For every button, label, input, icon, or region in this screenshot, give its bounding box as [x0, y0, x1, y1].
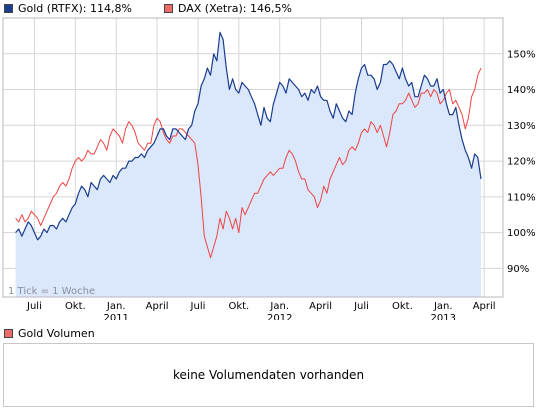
y-tick-label: 150%: [507, 49, 536, 60]
legend-item-dax[interactable]: DAX (Xetra): 146,5%: [160, 2, 292, 15]
legend-item-gold[interactable]: Gold (RTFX): 114,8%: [0, 2, 132, 15]
x-tick-label: Juli: [353, 301, 369, 312]
year-labels: 2011 2012 2013: [103, 313, 455, 320]
legend: Gold (RTFX): 114,8% DAX (Xetra): 146,5%: [0, 0, 320, 16]
tick-note: 1 Tick = 1 Woche: [8, 286, 95, 297]
x-tick-label: Jan.: [106, 301, 126, 312]
x-tick-label: Jan.: [433, 301, 453, 312]
volume-panel: keine Volumendaten vorhanden: [3, 343, 534, 407]
series-lines: [15, 31, 482, 259]
y-axis-ticks: 90% 100% 110% 120% 130% 140% 150%: [507, 49, 536, 275]
gold-area: [15, 32, 481, 298]
x-tick-label: Juli: [190, 301, 206, 312]
main-chart: 90% 100% 110% 120% 130% 140% 150% Juli Okt. Jan.…: [2, 17, 536, 320]
y-tick-label: 130%: [507, 121, 536, 132]
dax-legend-label: DAX (Xetra): 146,5%: [177, 1, 292, 15]
year-label: 2013: [431, 313, 456, 320]
y-tick-label: 90%: [507, 264, 529, 275]
gold-legend-label: Gold (RTFX): 114,8%: [18, 1, 132, 15]
volume-swatch: [4, 328, 13, 338]
x-tick-label: Okt.: [65, 301, 86, 312]
volume-message: keine Volumendaten vorhanden: [172, 368, 365, 382]
y-tick-label: 100%: [507, 228, 536, 239]
x-tick-label: April: [473, 301, 496, 312]
x-tick-label: Jan.: [269, 301, 289, 312]
y-tick-label: 110%: [507, 192, 536, 203]
gold-line: [15, 31, 482, 241]
x-tick-label: April: [309, 301, 332, 312]
plot-frame: [2, 17, 504, 298]
gold-swatch: [4, 3, 13, 13]
dax-swatch: [163, 3, 173, 13]
x-tick-label: Okt.: [228, 301, 249, 312]
year-label: 2011: [103, 313, 128, 320]
x-tick-label: Juli: [26, 301, 42, 312]
volume-legend: Gold Volumen: [0, 326, 95, 340]
gold-area-layer: [15, 32, 481, 298]
x-tick-label: Okt.: [392, 301, 413, 312]
y-tick-label: 120%: [507, 157, 536, 168]
x-tick-label: April: [146, 301, 169, 312]
volume-legend-label: Gold Volumen: [18, 326, 95, 340]
year-label: 2012: [267, 313, 292, 320]
y-tick-label: 140%: [507, 85, 536, 96]
dax-line: [15, 67, 482, 259]
x-axis-ticks: Juli Okt. Jan. April Juli Okt. Jan. April Juli Ok…: [26, 301, 496, 312]
